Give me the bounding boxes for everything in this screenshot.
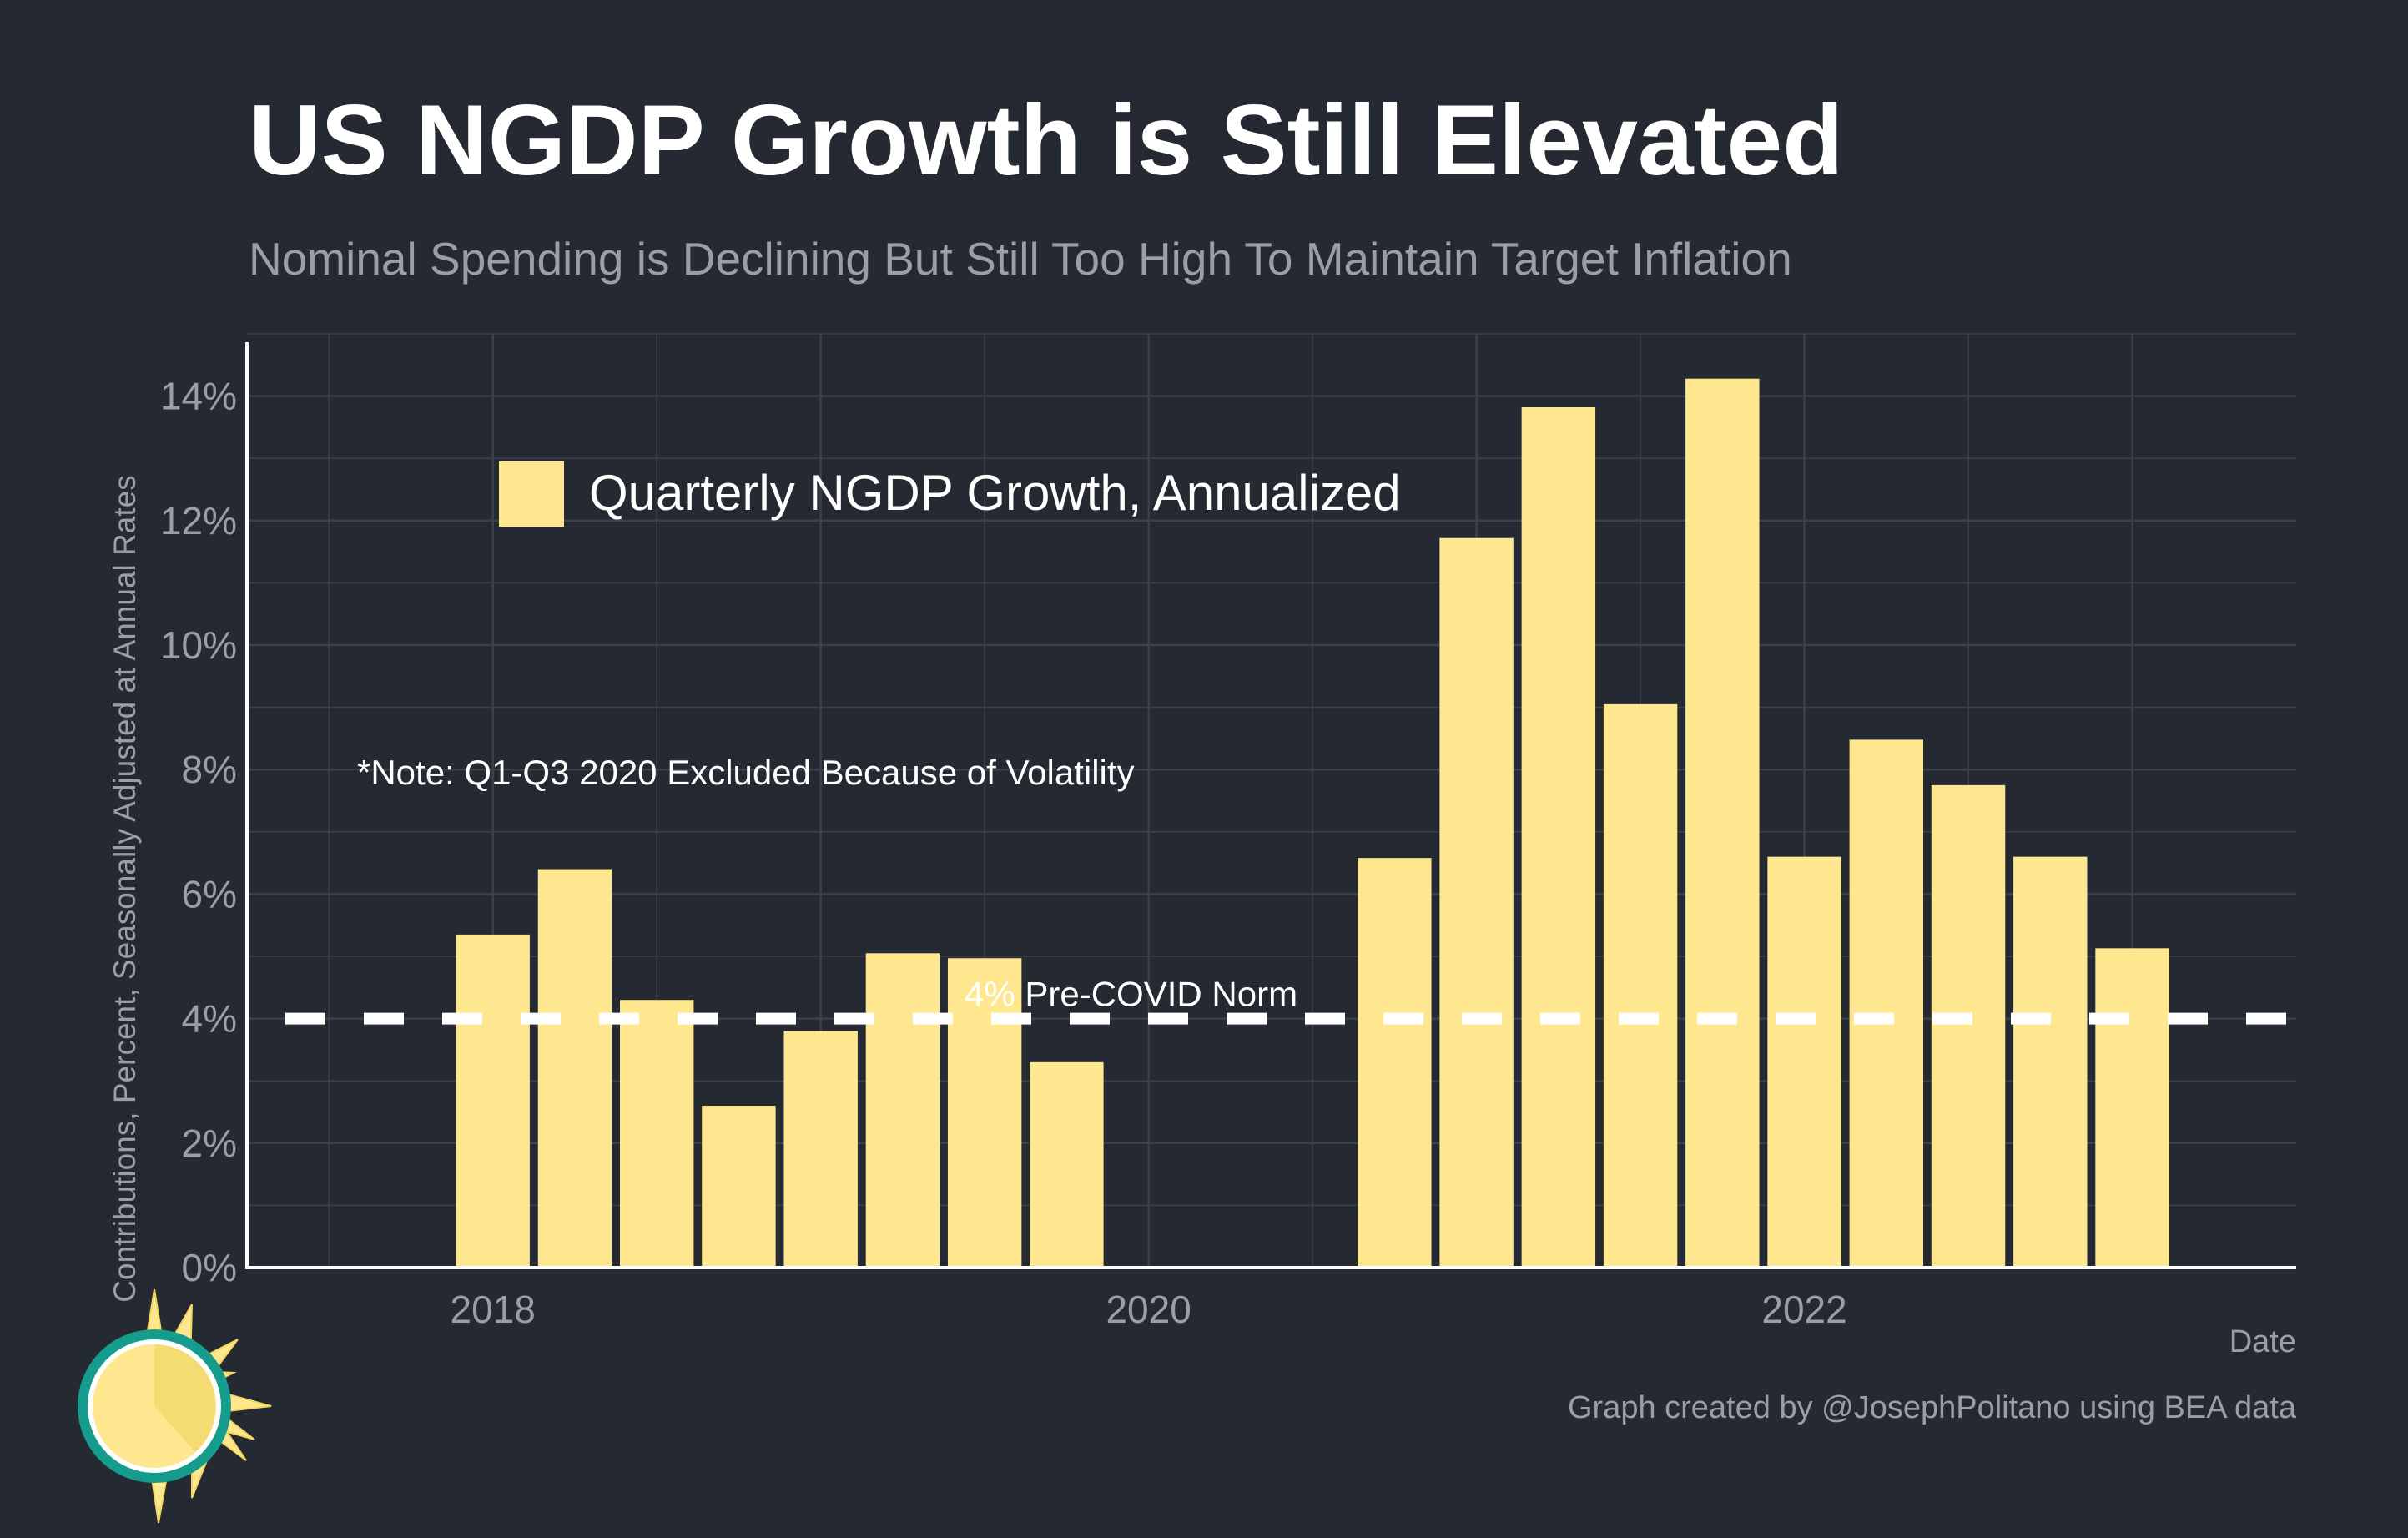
source-caption: Graph created by @JosephPolitano using B…	[1567, 1390, 2296, 1425]
bar	[1030, 1061, 1104, 1268]
bar	[1931, 784, 2006, 1268]
legend: Quarterly NGDP Growth, Annualized	[499, 461, 1401, 527]
volatility-note: *Note: Q1-Q3 2020 Excluded Because of Vo…	[357, 753, 1135, 792]
x-tick-labels: 2018 2020 2022	[451, 1288, 1847, 1331]
bar	[1849, 739, 1924, 1268]
bar	[537, 869, 612, 1268]
bar	[1521, 407, 1596, 1268]
y-tick-label: 4%	[182, 997, 237, 1041]
y-tick-label: 12%	[160, 499, 237, 542]
bars	[456, 378, 2169, 1268]
reference-line-group: 4% Pre-COVID Norm	[285, 975, 2288, 1025]
y-tick-label: 14%	[160, 375, 237, 418]
bar	[1603, 703, 1678, 1268]
bar	[456, 934, 530, 1268]
x-tick-label: 2020	[1106, 1288, 1191, 1331]
y-tick-label: 6%	[182, 872, 237, 915]
y-tick-label: 8%	[182, 748, 237, 791]
bar	[1439, 537, 1514, 1268]
y-tick-labels: 0% 2% 4% 6% 8% 10% 12% 14%	[160, 375, 237, 1289]
bar	[702, 1106, 776, 1268]
y-tick-label: 2%	[182, 1122, 237, 1165]
reference-line-label: 4% Pre-COVID Norm	[965, 975, 1297, 1014]
sun-logo-icon	[78, 1288, 272, 1524]
x-tick-label: 2022	[1761, 1288, 1846, 1331]
bar	[1767, 856, 1841, 1268]
bar	[619, 1000, 694, 1268]
x-axis-label: Date	[2229, 1324, 2296, 1359]
bar	[1358, 858, 1432, 1268]
bar	[2095, 948, 2169, 1268]
bar	[947, 958, 1022, 1268]
legend-label: Quarterly NGDP Growth, Annualized	[589, 465, 1401, 521]
y-axis-label: Contributions, Percent, Seasonally Adjus…	[108, 475, 142, 1302]
bar	[865, 953, 940, 1268]
y-tick-label: 10%	[160, 623, 237, 667]
bar	[2013, 856, 2088, 1268]
bar	[783, 1031, 858, 1268]
chart-title: US NGDP Growth is Still Elevated	[249, 84, 1844, 196]
axes	[245, 342, 2296, 1269]
bar	[1685, 378, 1760, 1268]
chart-subtitle: Nominal Spending is Declining But Still …	[249, 233, 1792, 285]
legend-swatch	[499, 461, 564, 527]
y-tick-label: 0%	[182, 1246, 237, 1289]
x-tick-label: 2018	[451, 1288, 536, 1331]
grid-lines	[247, 333, 2296, 1269]
